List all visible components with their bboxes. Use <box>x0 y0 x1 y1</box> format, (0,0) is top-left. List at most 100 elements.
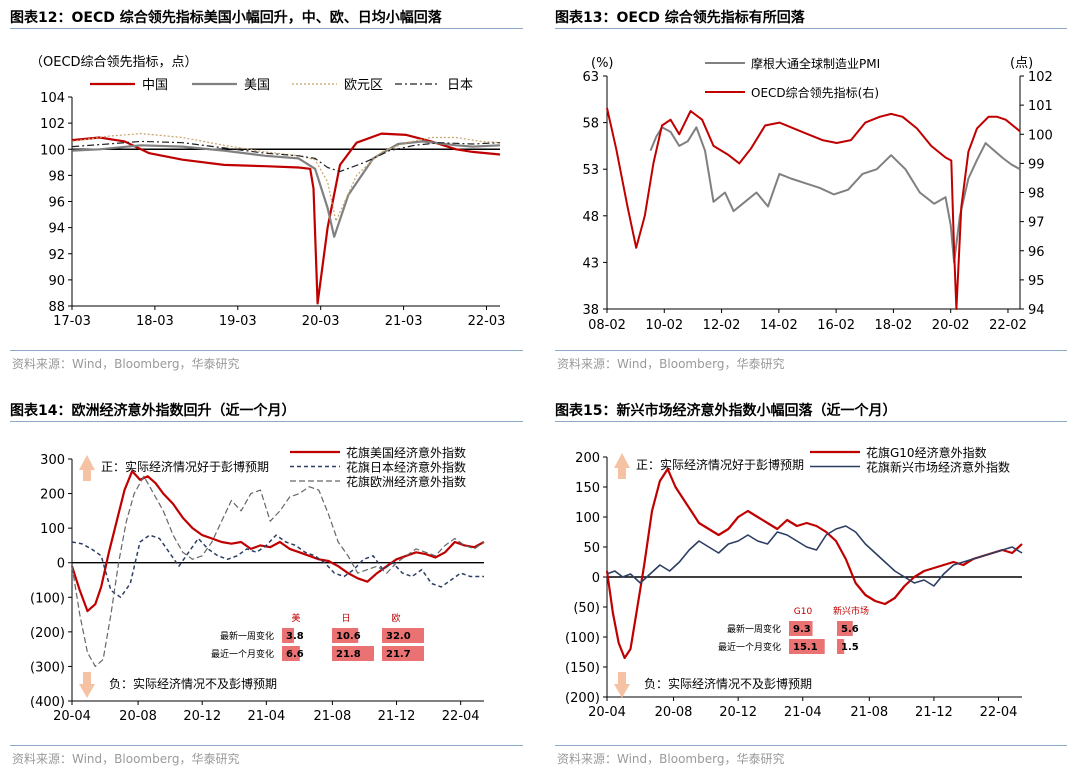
y-tick-label: 90 <box>48 274 65 289</box>
table-bar <box>837 639 845 654</box>
chart15-title: 图表15：新兴市场经济意外指数小幅回落（近一个月） <box>555 403 897 419</box>
series-line-花旗日本经济意外指数 <box>71 534 484 599</box>
legend-label: 摩根大通全球制造业PMI <box>751 56 880 71</box>
table-value: 32.0 <box>386 631 411 642</box>
y-tick-label: 200 <box>575 451 600 466</box>
up-arrow-icon <box>79 455 95 481</box>
table-header: 美 <box>291 612 300 624</box>
y-tick-label: (300) <box>30 660 65 675</box>
chart14-title: 图表14：欧洲经济意外指数回升（近一个月） <box>10 403 296 419</box>
x-tick-label: 16-02 <box>817 318 855 333</box>
y-tick-label: 104 <box>40 91 65 106</box>
legend-label: 花旗欧洲经济意外指数 <box>346 474 466 489</box>
table-row-label: 最新一周变化 <box>727 623 781 635</box>
table-value: 5.6 <box>841 624 859 635</box>
y-left-tick-label: 53 <box>582 163 599 178</box>
x-tick-label: 22-04 <box>442 709 480 724</box>
table-value: 9.3 <box>793 624 811 635</box>
y-right-tick-label: 96 <box>1028 245 1045 260</box>
legend-label: 美国 <box>244 78 270 93</box>
y-tick-label: 92 <box>48 248 65 263</box>
chart13-title: 图表13：OECD 综合领先指标有所回落 <box>555 10 805 26</box>
y-tick-label: 0 <box>57 557 65 572</box>
legend-label: 中国 <box>142 78 168 93</box>
series-line-OECD综合领先指标(右) <box>606 107 1021 310</box>
x-tick-label: 22-04 <box>980 705 1018 720</box>
chart13-source-rule <box>555 350 1067 351</box>
y-tick-label: 98 <box>48 169 65 184</box>
table-bar <box>382 646 424 661</box>
table-value: 21.7 <box>386 649 411 660</box>
chart13-source: 资料来源：Wind，Bloomberg，华泰研究 <box>557 357 785 371</box>
x-tick-label: 22-03 <box>468 314 506 329</box>
y-tick-label: (50) <box>573 601 600 616</box>
x-tick-label: 20-04 <box>588 705 626 720</box>
x-tick-label: 10-02 <box>645 318 683 333</box>
legend-label: 欧元区 <box>344 78 383 93</box>
x-tick-label: 14-02 <box>760 318 798 333</box>
chart12-title-rule <box>10 28 523 29</box>
positive-note: 正：实际经济情况好于彭博预期 <box>101 459 269 474</box>
y-tick-label: (200) <box>30 626 65 641</box>
chart14-title-rule <box>10 421 523 422</box>
chart12-title: 图表12：OECD 综合领先指标美国小幅回升，中、欧、日均小幅回落 <box>10 10 442 26</box>
y-right-tick-label: 102 <box>1028 70 1053 85</box>
legend-label: 花旗G10经济意外指数 <box>866 445 987 460</box>
table-value: 21.8 <box>336 649 361 660</box>
y-left-tick-label: 58 <box>582 117 599 132</box>
table-row-label: 最近一个月变化 <box>211 648 274 660</box>
x-tick-label: 21-03 <box>385 314 423 329</box>
y-left-tick-label: 43 <box>582 256 599 271</box>
table-row-label: 最新一周变化 <box>220 630 274 642</box>
table-row-label: 最近一个月变化 <box>718 641 781 653</box>
legend-label: 花旗日本经济意外指数 <box>346 460 466 475</box>
y-tick-label: 100 <box>40 143 65 158</box>
y-tick-label: 0 <box>592 571 600 586</box>
x-tick-label: 21-04 <box>784 705 822 720</box>
up-arrow-icon <box>614 453 630 479</box>
y-tick-label: 150 <box>575 481 600 496</box>
y-tick-label: 300 <box>40 453 65 468</box>
x-tick-label: 18-02 <box>875 318 913 333</box>
x-tick-label: 21-12 <box>915 705 953 720</box>
y-tick-label: 94 <box>48 222 65 237</box>
table-bar <box>382 628 424 643</box>
x-tick-label: 20-12 <box>719 705 757 720</box>
x-tick-label: 20-12 <box>183 709 221 724</box>
x-tick-label: 12-02 <box>703 318 741 333</box>
table-header: 日 <box>341 613 350 624</box>
x-tick-label: 21-08 <box>314 709 352 724</box>
chart15-source-rule <box>555 745 1067 746</box>
chart12-plot: （OECD综合领先指标，点） 104 102 100 98 96 94 92 90 8817-03… <box>30 55 506 329</box>
y-right-tick-label: 94 <box>1028 303 1045 318</box>
x-tick-label: 20-02 <box>932 318 970 333</box>
chart14-plot: 300 200 100 0 (100) (200) (300) (400)20-04 20-08… <box>30 445 485 724</box>
x-tick-label: 22-02 <box>989 318 1027 333</box>
y-tick-label: (200) <box>565 691 600 706</box>
x-tick-label: 21-12 <box>378 709 416 724</box>
y-tick-label: 102 <box>40 117 65 132</box>
chart13-title-rule <box>555 28 1067 29</box>
y-left-tick-label: 48 <box>582 210 599 225</box>
y-right-tick-label: 98 <box>1028 187 1045 202</box>
table-bar <box>332 646 374 661</box>
chart15-source: 资料来源：Wind，Bloomberg，华泰研究 <box>557 752 785 766</box>
chart12-source: 资料来源：Wind，Bloomberg，华泰研究 <box>12 357 240 371</box>
series-line-中国 <box>72 132 501 305</box>
chart14-source-rule <box>10 745 523 746</box>
table-bar <box>837 621 853 636</box>
x-tick-label: 18-03 <box>136 314 174 329</box>
table-header: 新兴市场 <box>833 605 869 617</box>
chart15-plot: 200 150 100 50 0 (50) (100) (150) (200)20-04 20-0… <box>565 445 1023 720</box>
chart13-plot: (%) (点) 63 58 53 48 43 38 102 101 100 99 98 97 96 95 94 0… <box>582 56 1053 333</box>
x-tick-label: 17-03 <box>53 314 91 329</box>
table-value: 10.6 <box>336 631 361 642</box>
y-axis-label: （OECD综合领先指标，点） <box>30 55 198 70</box>
y-tick-label: 50 <box>583 541 600 556</box>
y-right-tick-label: 99 <box>1028 157 1045 172</box>
y-right-axis-label: (点) <box>1010 56 1033 71</box>
series-line-花旗欧洲经济意外指数 <box>71 475 485 667</box>
series-line-花旗G10经济意外指数 <box>605 467 1023 660</box>
y-tick-label: 100 <box>575 511 600 526</box>
table-value: 6.6 <box>286 649 304 660</box>
